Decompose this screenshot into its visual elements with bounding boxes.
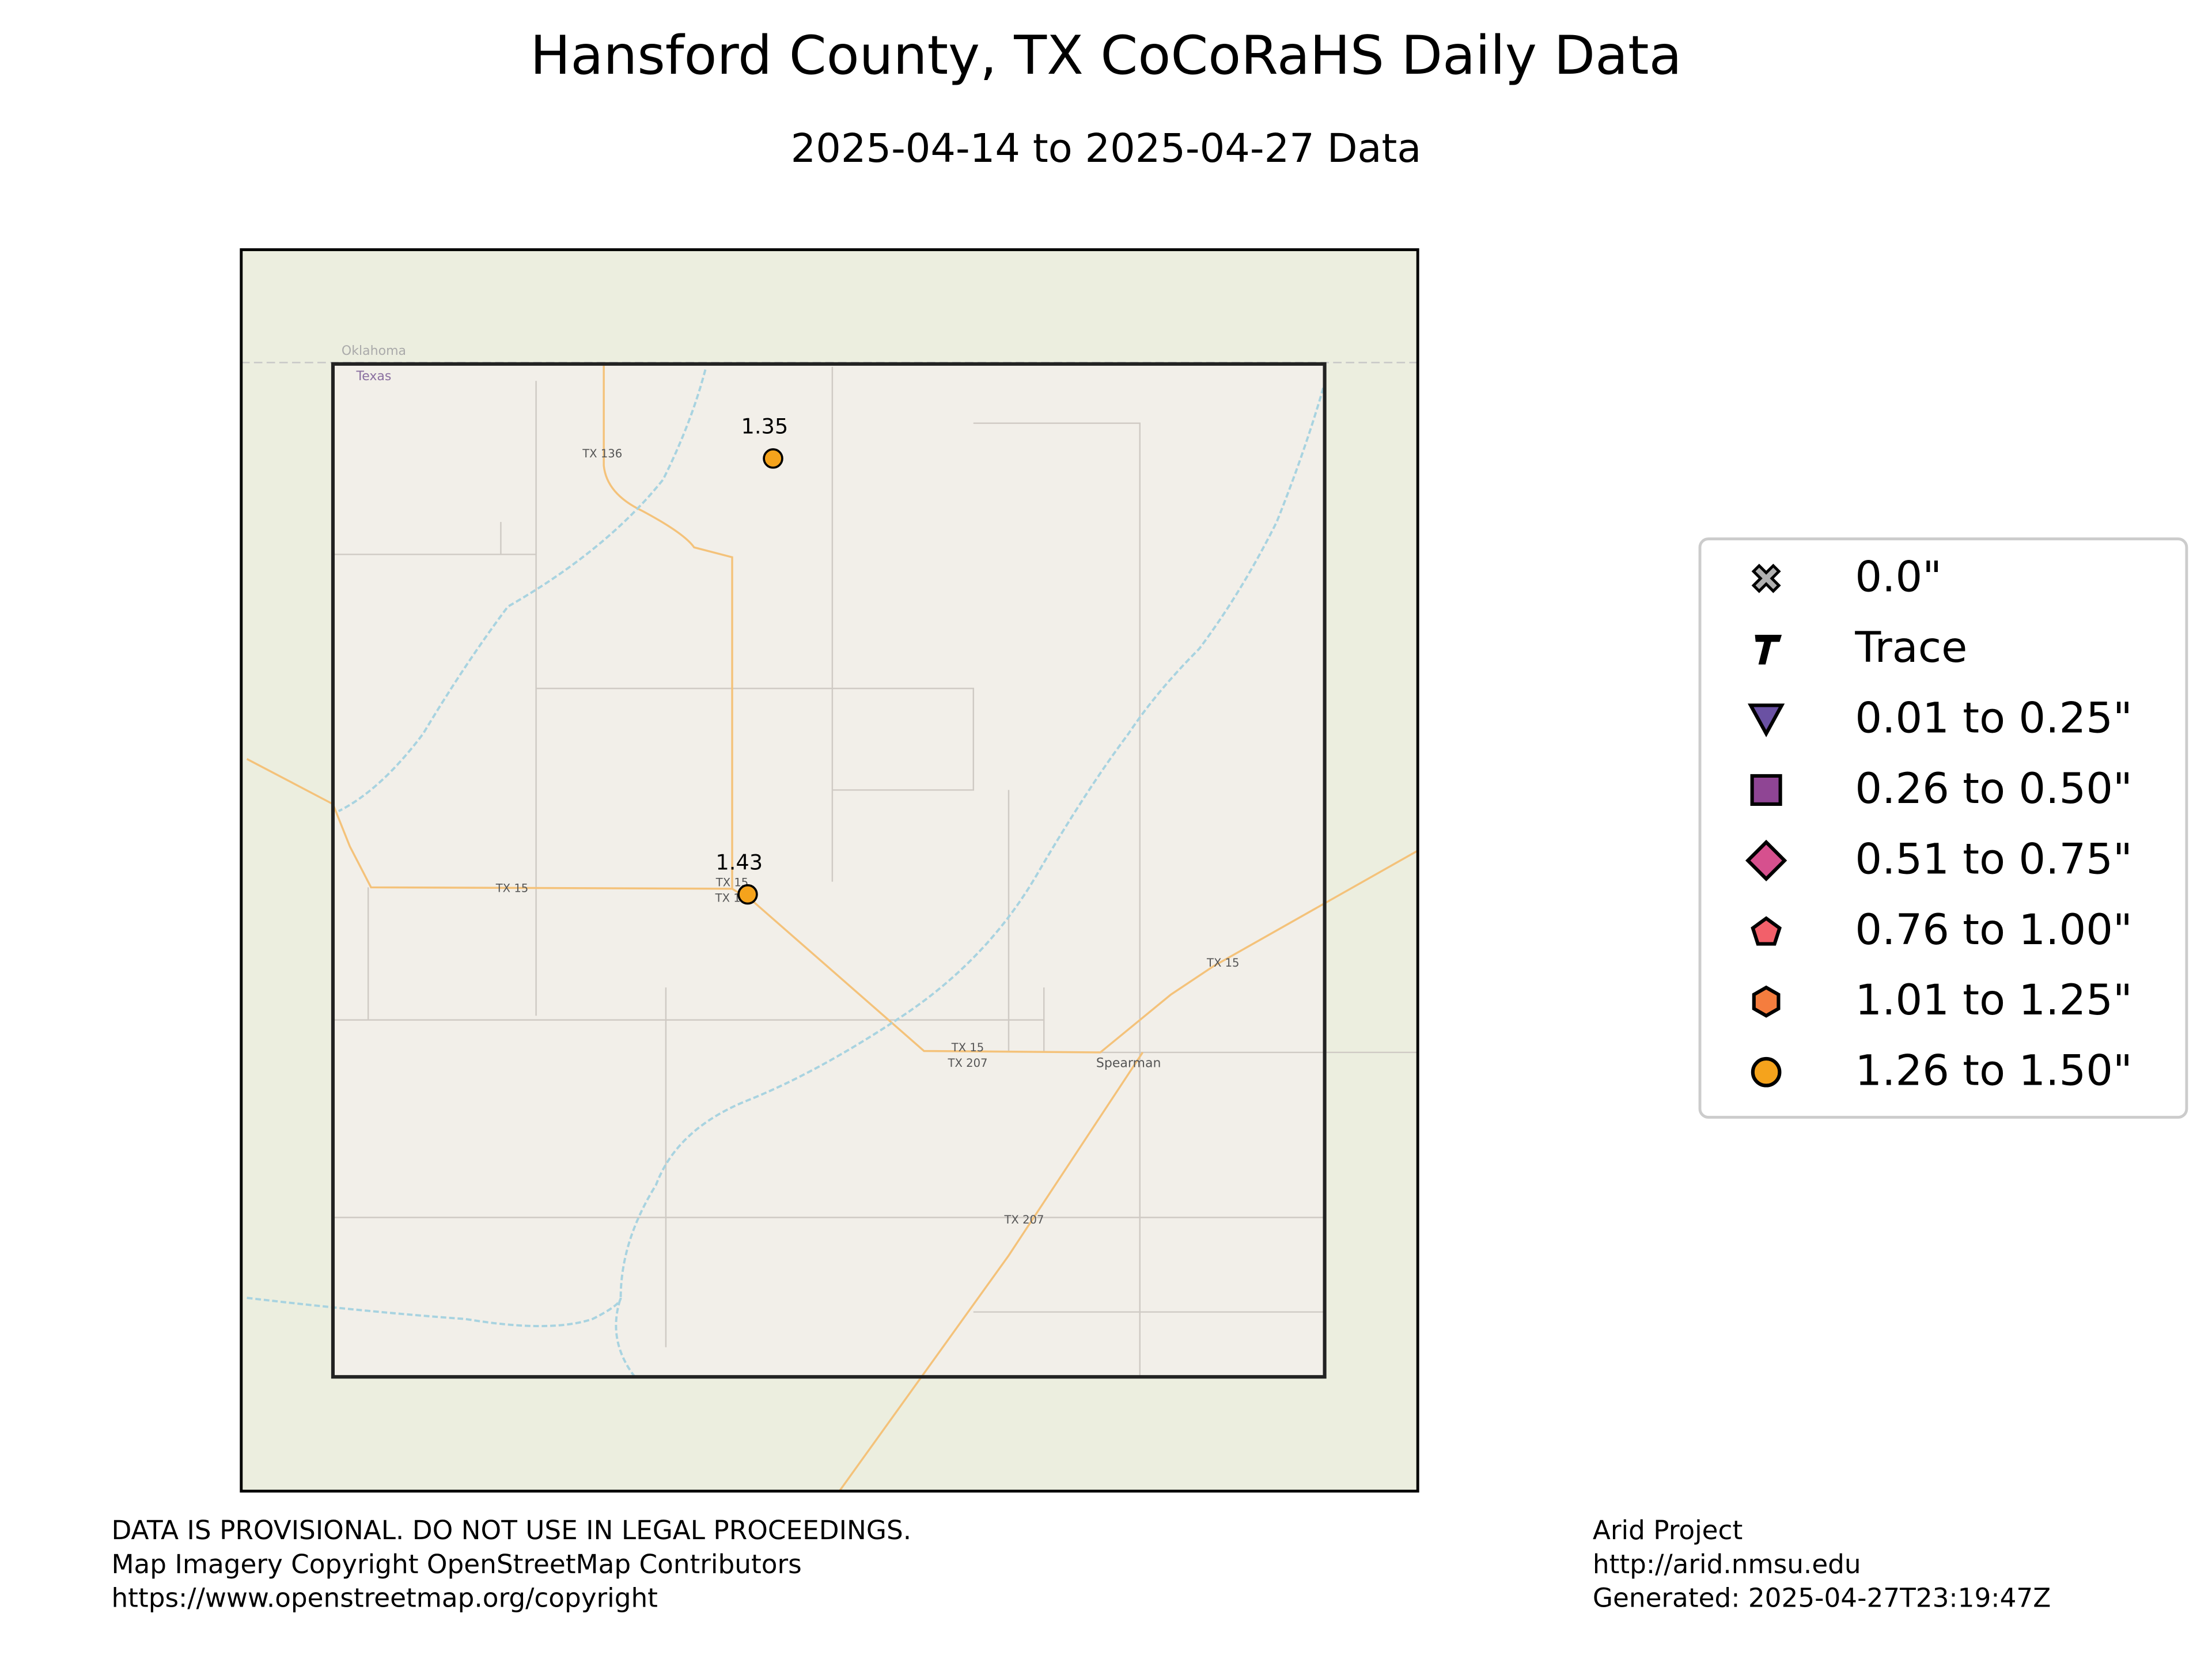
legend-label: 1.26 to 1.50": [1855, 1047, 2132, 1096]
map-frame: [240, 248, 1419, 1493]
station-marker: [737, 884, 758, 905]
legend-label: 0.51 to 0.75": [1855, 835, 2132, 884]
station-marker: [763, 448, 783, 469]
legend-symbol: [1751, 1056, 1782, 1088]
county-fill: [332, 363, 1325, 1377]
highway: [246, 758, 733, 890]
footer-note: DATA IS PROVISIONAL. DO NOT USE IN LEGAL…: [111, 1515, 911, 1546]
legend-label: 0.76 to 1.00": [1855, 906, 2132, 955]
map-labels: Oklahoma Texas TX 136 TX 15 TX 15 TX 1 TX 15 TX…: [342, 344, 1240, 1226]
map-label: TX 15: [951, 1041, 984, 1054]
map-label: TX 1: [715, 892, 741, 905]
legend-symbol: [1748, 703, 1785, 737]
legend-symbol: [1755, 635, 1782, 665]
footer-credit: Arid Project: [1593, 1515, 1743, 1546]
subtitle: 2025-04-14 to 2025-04-27 Data: [791, 126, 1422, 172]
map-label: TX 207: [948, 1056, 988, 1070]
footer-credit: Generated: 2025-04-27T23:19:47Z: [1593, 1583, 2051, 1613]
map-label: Oklahoma: [342, 344, 406, 358]
legend-box: [1698, 537, 2188, 1119]
map-label: TX 15: [715, 876, 749, 889]
map-label: TX 136: [582, 447, 622, 460]
legend-label: 1.01 to 1.25": [1855, 976, 2132, 1025]
map-label: Spearman: [1096, 1056, 1161, 1071]
legend-symbol: [1745, 839, 1787, 882]
title: Hansford County, TX CoCoRaHS Daily Data: [530, 24, 1681, 86]
footer-credit: http://arid.nmsu.edu: [1593, 1549, 1861, 1580]
map-label: TX 207: [1003, 1213, 1044, 1226]
map-label: TX 15: [1206, 956, 1240, 969]
legend-symbol: [1750, 774, 1782, 806]
county-boundary: [331, 362, 1327, 1379]
river: [338, 369, 1325, 1378]
legend-symbol: [1752, 985, 1781, 1018]
legend-label: 0.01 to 0.25": [1855, 694, 2132, 743]
legend-symbol: [1751, 563, 1781, 593]
map: Oklahoma Texas TX 136 TX 15 TX 15 TX 1 TX 15 TX…: [240, 248, 1419, 1493]
map-label: TX 15: [495, 881, 529, 895]
minor-roads: [332, 366, 1418, 1377]
footer-note: Map Imagery Copyright OpenStreetMap Cont…: [111, 1549, 801, 1580]
station-value: 1.35: [741, 414, 788, 439]
legend-label: Trace: [1854, 623, 1967, 672]
highway: [838, 1051, 1144, 1492]
legend: 0.0" Trace 0.01 to 0.25" 0.26 to 0.50" 0.51 …: [1698, 537, 2188, 1119]
station-value: 1.43: [715, 850, 763, 874]
legend-symbol: [1751, 916, 1782, 946]
map-label: Texas: [356, 369, 392, 384]
footer-note: https://www.openstreetmap.org/copyright: [111, 1583, 657, 1613]
highway: [603, 363, 1419, 1054]
legend-label: 0.26 to 0.50": [1855, 764, 2132, 813]
footer: DATA IS PROVISIONAL. DO NOT USE IN LEGAL…: [111, 1515, 2051, 1613]
stations: 1.35 1.43: [715, 414, 788, 905]
legend-label: 0.0": [1855, 553, 1942, 602]
